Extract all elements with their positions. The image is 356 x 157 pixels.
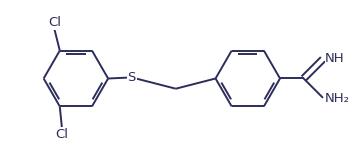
Text: Cl: Cl (56, 128, 68, 141)
Text: NH: NH (325, 52, 345, 65)
Text: S: S (127, 71, 136, 84)
Text: NH₂: NH₂ (325, 92, 350, 105)
Text: Cl: Cl (48, 16, 61, 29)
